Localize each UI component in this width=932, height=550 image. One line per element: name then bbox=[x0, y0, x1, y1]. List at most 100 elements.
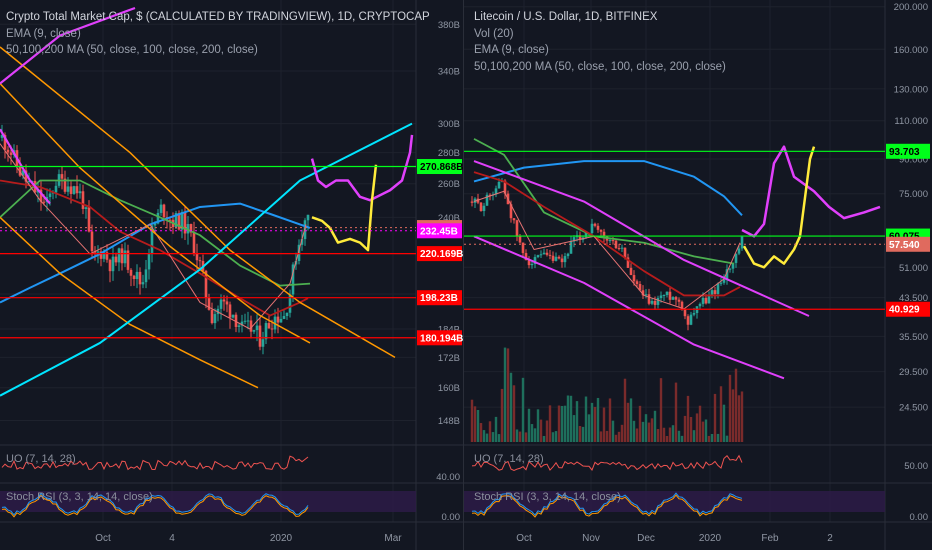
candle-body bbox=[527, 260, 531, 266]
volume-bar bbox=[593, 406, 597, 442]
candle-body bbox=[147, 253, 151, 270]
candle-body bbox=[596, 225, 600, 230]
candle-body bbox=[180, 212, 184, 230]
volume-bar bbox=[686, 395, 690, 442]
volume-bar bbox=[620, 424, 624, 442]
right-uo-label[interactable]: UO (7, 14, 28) bbox=[474, 453, 544, 465]
left-stoch-label[interactable]: Stoch RSI (3, 3, 14, 14, close) bbox=[6, 491, 153, 503]
trend-magenta-line bbox=[0, 128, 51, 205]
stoch-k-line bbox=[1, 492, 309, 516]
candle-body bbox=[117, 248, 121, 263]
left-chart-pane[interactable]: 380B340B300B280B260B240B220B200B184B172B… bbox=[0, 0, 464, 550]
candle-body bbox=[192, 232, 196, 254]
volume-bar bbox=[596, 397, 600, 442]
candle-body bbox=[21, 170, 25, 176]
candle-body bbox=[698, 303, 702, 307]
x-tick-label: 4 bbox=[169, 533, 175, 544]
candle-body bbox=[539, 254, 543, 256]
volume-bar bbox=[647, 422, 651, 442]
left-uo-label[interactable]: UO (7, 14, 28) bbox=[6, 453, 76, 465]
candle-body bbox=[683, 308, 687, 317]
price-badge-label: 93.703 bbox=[889, 147, 920, 158]
projection-magenta-line bbox=[741, 145, 881, 238]
price-badge-label: 232.45B bbox=[420, 226, 458, 237]
volume-bar bbox=[542, 435, 546, 442]
candle-body bbox=[497, 181, 501, 189]
volume-bar bbox=[614, 434, 618, 442]
candle-body bbox=[156, 212, 160, 224]
volume-bar bbox=[674, 382, 678, 442]
left-chart-canvas[interactable]: 380B340B300B280B260B240B220B200B184B172B… bbox=[0, 0, 464, 550]
candle-body bbox=[219, 299, 223, 309]
osc-tick-label: 0.00 bbox=[442, 512, 461, 523]
candle-body bbox=[237, 325, 241, 327]
volume-bar bbox=[671, 425, 675, 442]
y-tick-label: 184B bbox=[438, 325, 460, 336]
candle-body bbox=[689, 314, 693, 325]
trend-magenta-top-line bbox=[0, 6, 136, 85]
candle-body bbox=[63, 178, 67, 192]
channel-upper-line bbox=[0, 46, 396, 358]
candle-body bbox=[518, 235, 522, 243]
volume-bar bbox=[638, 405, 642, 442]
volume-bar bbox=[578, 425, 582, 442]
volume-bar bbox=[575, 401, 579, 442]
candle-body bbox=[153, 223, 157, 226]
candle-body bbox=[282, 315, 286, 319]
candle-body bbox=[24, 170, 28, 182]
candle-body bbox=[536, 255, 540, 258]
candle-body bbox=[494, 188, 498, 195]
candle-body bbox=[228, 304, 232, 318]
channel-lower-line bbox=[0, 216, 259, 389]
candle-body bbox=[479, 202, 483, 212]
volume-bar bbox=[734, 368, 738, 442]
candle-body bbox=[611, 240, 615, 242]
candle-body bbox=[503, 180, 507, 194]
candle-body bbox=[632, 275, 636, 282]
volume-bar bbox=[602, 407, 606, 442]
volume-bar bbox=[650, 418, 654, 442]
candle-body bbox=[69, 186, 73, 194]
candle-body bbox=[626, 257, 630, 268]
candle-body bbox=[195, 253, 199, 261]
osc-tick-label: 0.00 bbox=[910, 512, 929, 523]
candle-body bbox=[692, 313, 696, 315]
x-tick-label: Oct bbox=[516, 533, 532, 544]
volume-bar bbox=[740, 391, 744, 442]
candle-body bbox=[704, 297, 708, 304]
candle-body bbox=[177, 213, 181, 230]
volume-bar bbox=[626, 402, 630, 442]
volume-bar bbox=[713, 393, 717, 442]
right-chart-canvas[interactable]: 200.000 160.000 130.000 110.000 90.000 75.000… bbox=[464, 0, 932, 550]
y-tick-label: 160B bbox=[438, 383, 460, 394]
volume-bar bbox=[707, 435, 711, 442]
candle-body bbox=[306, 214, 310, 221]
volume-bar bbox=[563, 405, 567, 442]
candle-body bbox=[186, 224, 190, 234]
candle-body bbox=[87, 207, 91, 232]
candle-body bbox=[629, 267, 633, 276]
candle-body bbox=[9, 152, 13, 155]
candle-body bbox=[144, 269, 148, 283]
y-tick-label: 300B bbox=[438, 119, 460, 130]
y-tick-label: 90.000 bbox=[899, 154, 928, 165]
volume-bar bbox=[599, 431, 603, 442]
volume-bar bbox=[545, 420, 549, 442]
right-chart-pane[interactable]: 200.000 160.000 130.000 110.000 90.000 75.000… bbox=[464, 0, 932, 550]
candle-body bbox=[207, 297, 211, 310]
candle-body bbox=[81, 191, 85, 209]
x-tick-label: 2 bbox=[827, 533, 833, 544]
right-stoch-label[interactable]: Stoch RSI (3, 3, 14, 14, close) bbox=[474, 491, 621, 503]
volume-bar bbox=[608, 398, 612, 442]
candle-body bbox=[111, 256, 115, 272]
candle-body bbox=[246, 320, 250, 322]
candle-body bbox=[27, 180, 31, 182]
candle-body bbox=[213, 314, 217, 324]
pane-divider[interactable] bbox=[463, 0, 464, 550]
volume-bar bbox=[656, 429, 660, 442]
candle-body bbox=[521, 242, 525, 254]
candle-body bbox=[300, 239, 304, 245]
candle-body bbox=[722, 279, 726, 283]
candle-body bbox=[548, 254, 552, 256]
volume-bar bbox=[512, 385, 516, 442]
